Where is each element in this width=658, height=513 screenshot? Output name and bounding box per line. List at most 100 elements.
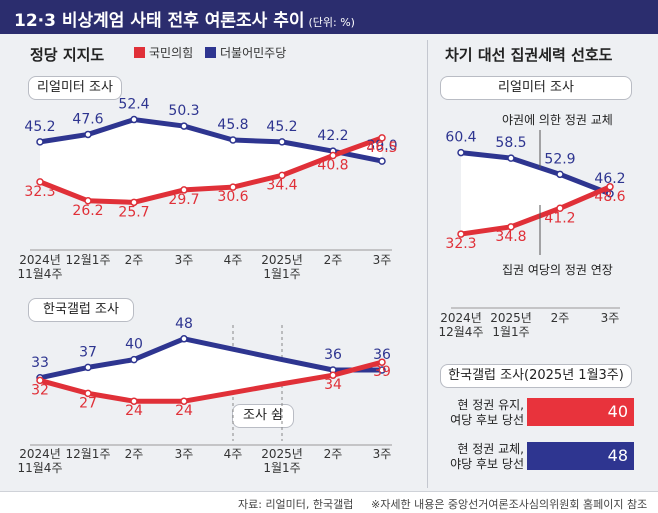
bar-label-1-line2: 야당 후보 당선 (450, 457, 524, 471)
opposition-value-label: 45.8 (217, 117, 248, 133)
gallup-label-right: 한국갤럽 조사(2025년 1월3주) (440, 364, 632, 388)
footer: 자료: 리얼미터, 한국갤럽 ※자세한 내용은 중앙선거여론조사심의위원회 홈페… (0, 491, 658, 513)
ruling-point (556, 204, 564, 213)
ruling-line (458, 184, 613, 237)
category-tick-label: 11월4주 (18, 267, 63, 281)
category-tick-label: 12월4주 (439, 325, 484, 339)
ruling-point (606, 183, 614, 191)
category-tick-label: 1월1주 (263, 461, 300, 475)
ruling-point (84, 389, 92, 398)
bar-label-0: 현 정권 유지, 여당 후보 당선 (430, 398, 524, 428)
gap-label: 조사 쉼 (232, 404, 294, 428)
bar-label-1-line1: 현 정권 교체, (457, 442, 524, 456)
legend-item-ppp: 국민의힘 (134, 46, 193, 60)
category-tick-label: 3주 (373, 253, 392, 267)
ruling-point (329, 151, 337, 160)
category-tick-label: 3주 (373, 447, 392, 461)
title-text: 12·3 비상계엄 사태 전후 여론조사 추이 (14, 11, 305, 31)
category-tick-label: 2주 (125, 253, 144, 267)
ruling-value-label: 26.2 (72, 203, 103, 219)
ruling-value-label: 29.7 (168, 192, 199, 208)
note-text: ※자세한 내용은 중앙선거여론조사심의위원회 홈페이지 참조 (371, 498, 648, 511)
ruling-value-label: 25.7 (118, 204, 149, 220)
ruling-value-label: 34.8 (495, 229, 526, 245)
category-tick-label: 12월1주 (66, 447, 111, 461)
header-bar: 12·3 비상계엄 사태 전후 여론조사 추이 (단위: %) (0, 0, 658, 34)
opposition-point (180, 122, 188, 130)
opposition-value-label: 33 (31, 355, 49, 371)
legend-item-dp: 더불어민주당 (205, 46, 286, 60)
opposition-value-label: 36 (324, 347, 342, 363)
opposition-line (37, 117, 385, 164)
opposition-value-label: 36 (373, 347, 391, 363)
category-tick-label: 3주 (175, 253, 194, 267)
opposition-point (278, 138, 286, 146)
annot-bottom-label: 집권 여당의 정권 연장 (502, 263, 613, 277)
bar-value-opposition: 48 (607, 446, 628, 465)
unit-label: (단위: %) (308, 16, 355, 29)
category-tick-label: 2025년 (490, 311, 532, 325)
category-tick-label: 1월1주 (263, 267, 300, 281)
ruling-value-label: 32.3 (445, 236, 476, 252)
ruling-line (37, 135, 385, 205)
category-tick-label: 1월1주 (492, 325, 529, 339)
ruling-value-label: 34.4 (266, 177, 297, 193)
left-section-title: 정당 지지도 (30, 46, 105, 64)
area-between-series (461, 152, 610, 235)
opposition-value-label: 39.0 (366, 138, 397, 154)
ruling-value-label: 27 (79, 395, 97, 411)
opposition-value-label: 47.6 (72, 111, 103, 127)
opposition-point (84, 363, 92, 372)
opposition-value-label: 58.5 (495, 135, 526, 151)
opposition-point (180, 335, 188, 343)
bar-ruling: 40 (527, 398, 634, 426)
category-tick-label: 4주 (224, 253, 243, 267)
bar-label-0-line1: 현 정권 유지, (457, 398, 524, 412)
opposition-point (378, 157, 386, 165)
ruling-point (36, 376, 44, 385)
ruling-value-label: 41.2 (544, 210, 575, 226)
category-tick-label: 3주 (175, 447, 194, 461)
category-tick-label: 2024년 (19, 447, 61, 461)
gallup-label-left: 한국갤럽 조사 (28, 298, 134, 322)
category-tick-label: 12월1주 (66, 253, 111, 267)
ruling-point (180, 397, 188, 405)
opposition-point (36, 138, 44, 146)
category-tick-label: 4주 (224, 447, 243, 461)
ruling-value-label: 34 (324, 377, 342, 393)
ruling-point (36, 178, 44, 186)
ruling-point (457, 230, 465, 238)
opposition-value-label: 42.2 (317, 128, 348, 144)
legend-swatch-dp (205, 47, 216, 58)
annot-top-label: 야권에 의한 정권 교체 (502, 113, 613, 127)
category-tick-label: 2024년 (440, 311, 482, 325)
ruling-value-label: 48.6 (594, 189, 625, 205)
ruling-point (180, 186, 188, 194)
opposition-value-label: 37 (79, 344, 97, 360)
realmeter-label-right: 리얼미터 조사 (440, 76, 632, 100)
ruling-value-label: 46.5 (366, 140, 397, 156)
ruling-value-label: 39 (373, 364, 391, 380)
category-tick-label: 2주 (324, 253, 343, 267)
category-tick-label: 2주 (125, 447, 144, 461)
opposition-point (130, 355, 138, 364)
opposition-value-label: 45.2 (266, 119, 297, 135)
opposition-value-label: 60.4 (445, 130, 476, 146)
legend-swatch-ppp (134, 47, 145, 58)
ruling-point (130, 198, 138, 207)
area-between-series (40, 338, 382, 402)
opposition-value-label: 46.2 (594, 171, 625, 187)
opposition-line (458, 150, 613, 197)
opposition-value-label: 50.3 (168, 103, 199, 119)
category-tick-label: 3주 (601, 311, 620, 325)
opposition-value-label: 40 (125, 337, 143, 353)
ruling-point (378, 358, 386, 366)
section-divider (427, 40, 428, 488)
area-between-series (40, 119, 382, 203)
opposition-value-label: 52.4 (118, 97, 149, 113)
legend: 국민의힘 더불어민주당 (134, 44, 294, 61)
opposition-point (130, 115, 138, 124)
ruling-line (37, 359, 385, 404)
ruling-point (130, 397, 138, 405)
